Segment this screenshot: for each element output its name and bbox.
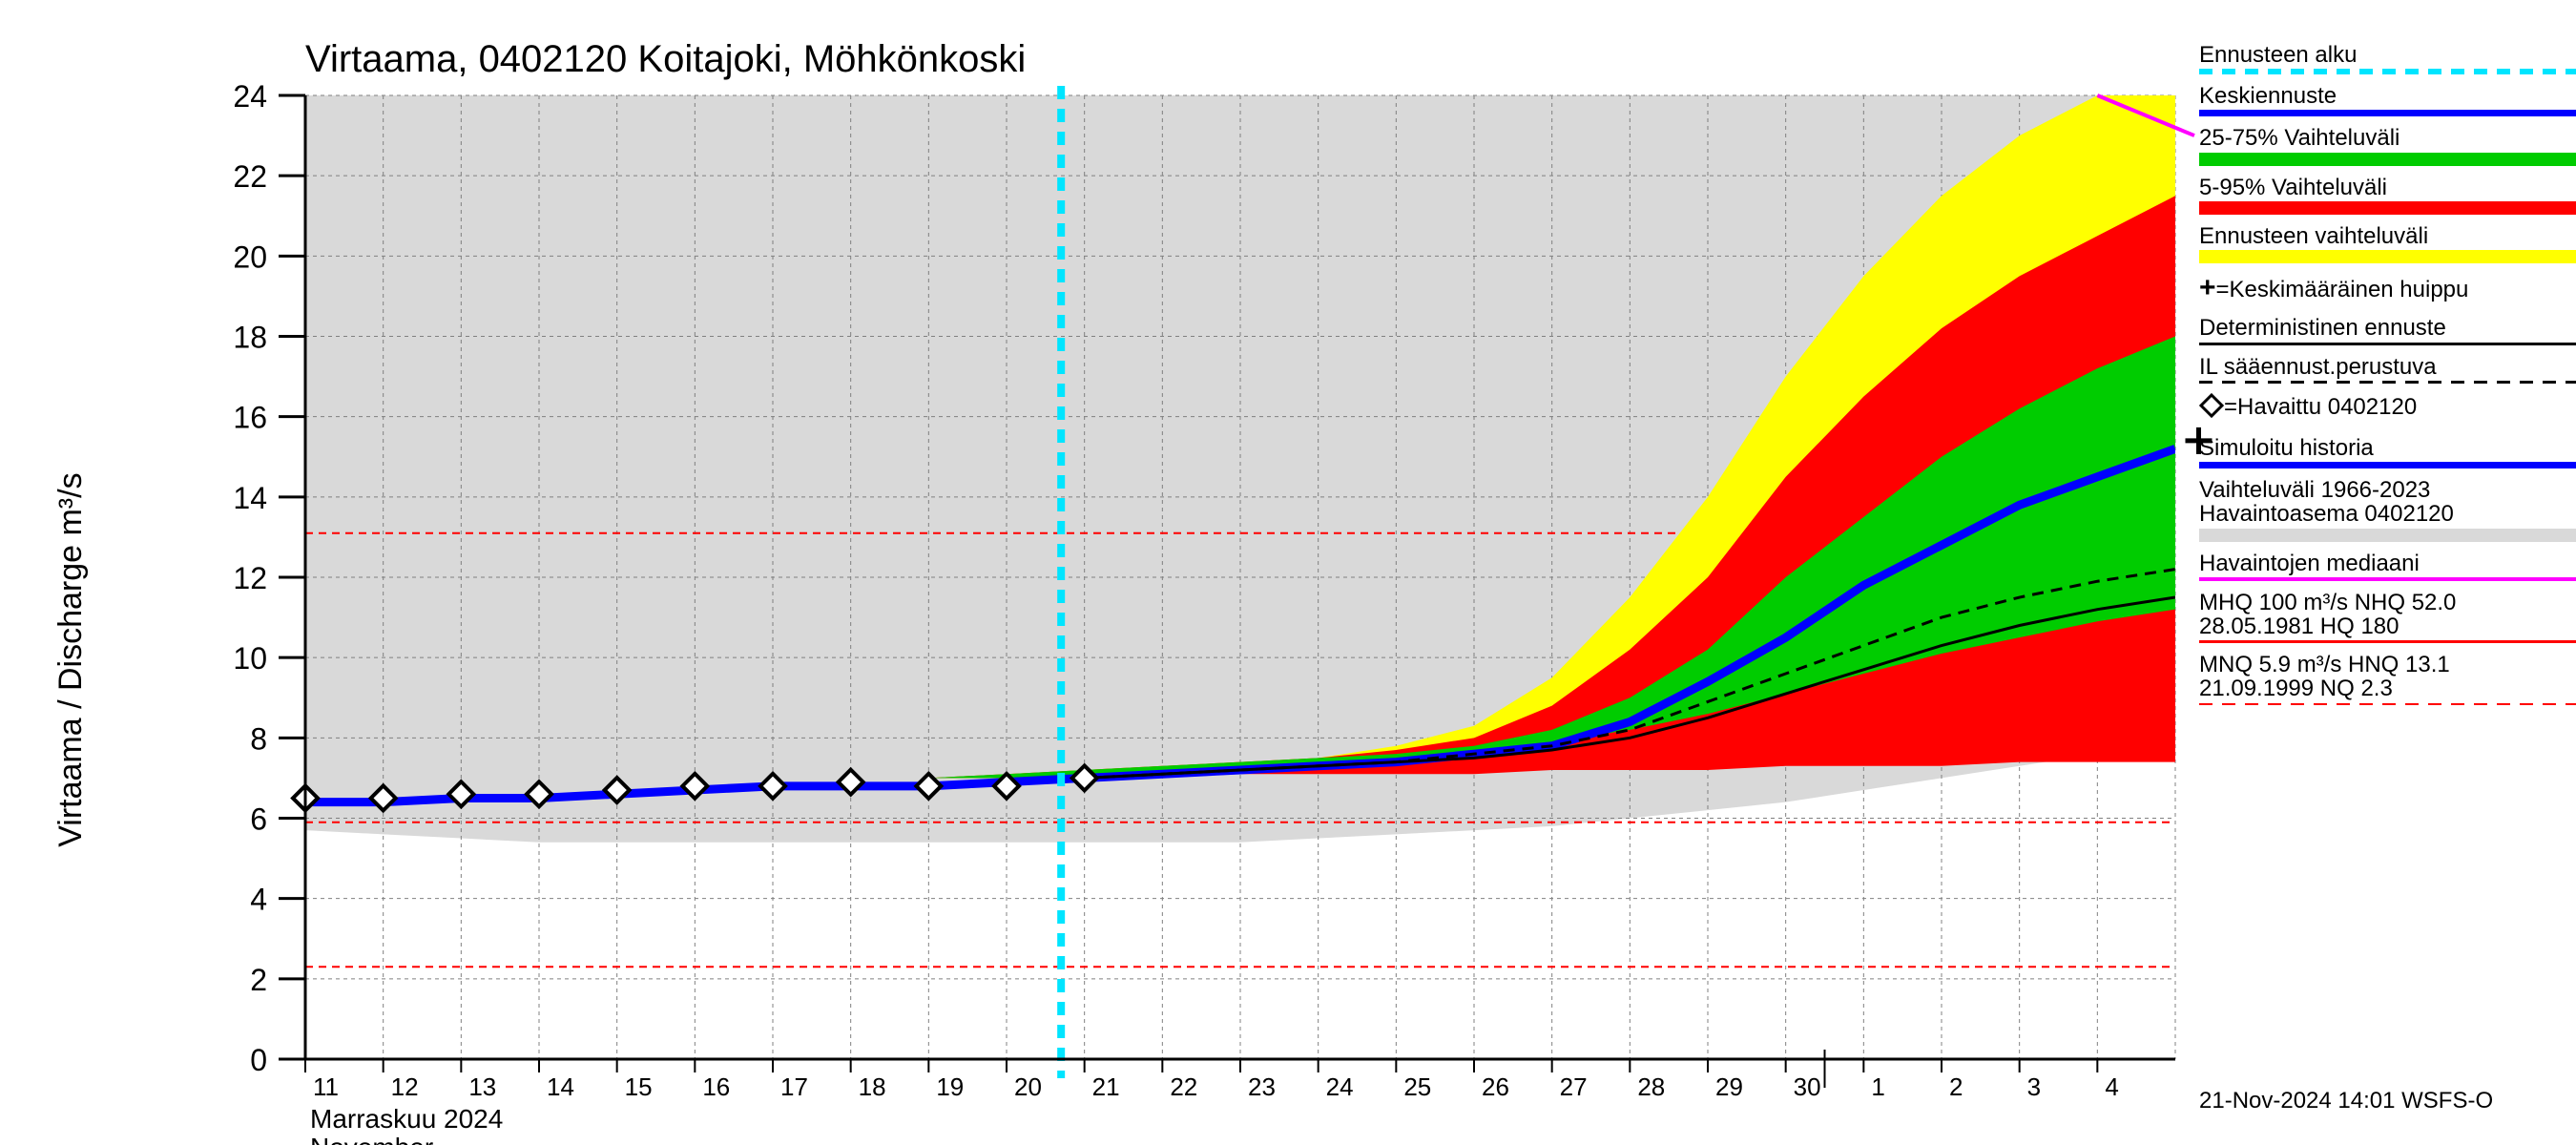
svg-text:2: 2 xyxy=(250,963,267,997)
svg-text:1: 1 xyxy=(1871,1072,1884,1101)
legend-label: Simuloitu historia xyxy=(2199,436,2576,460)
svg-text:26: 26 xyxy=(1482,1072,1509,1101)
svg-text:12: 12 xyxy=(391,1072,419,1101)
legend-item: MNQ 5.9 m³/s HNQ 13.121.09.1999 NQ 2.3 xyxy=(2199,653,2576,704)
legend-label: Havaintojen mediaani xyxy=(2199,552,2576,575)
svg-text:14: 14 xyxy=(547,1072,574,1101)
svg-text:3: 3 xyxy=(2027,1072,2041,1101)
legend-item: =Havaittu 0402120 xyxy=(2199,393,2576,432)
svg-text:November: November xyxy=(310,1133,433,1145)
svg-text:0: 0 xyxy=(250,1043,267,1077)
svg-text:17: 17 xyxy=(780,1072,808,1101)
legend-item: MHQ 100 m³/s NHQ 52.028.05.1981 HQ 180 xyxy=(2199,591,2576,643)
chart-title: Virtaama, 0402120 Koitajoki, Möhkönkoski xyxy=(305,38,1026,80)
svg-text:Virtaama / Discharge m³/s: Virtaama / Discharge m³/s xyxy=(52,472,89,846)
timestamp: 21-Nov-2024 14:01 WSFS-O xyxy=(2199,1088,2493,1114)
svg-text:25: 25 xyxy=(1403,1072,1431,1101)
svg-text:18: 18 xyxy=(859,1072,886,1101)
svg-text:18: 18 xyxy=(233,321,267,355)
legend-label: +=Keskimääräinen huippu xyxy=(2199,273,2576,303)
svg-text:22: 22 xyxy=(1170,1072,1197,1101)
svg-text:4: 4 xyxy=(2105,1072,2118,1101)
svg-text:15: 15 xyxy=(625,1072,653,1101)
legend-label: 5-95% Vaihteluväli xyxy=(2199,176,2576,199)
legend-label: Vaihteluväli 1966-2023 xyxy=(2199,478,2576,502)
svg-text:Marraskuu 2024: Marraskuu 2024 xyxy=(310,1104,503,1134)
legend-item: Ennusteen vaihteluväli xyxy=(2199,224,2576,263)
svg-text:19: 19 xyxy=(936,1072,964,1101)
legend-label: 25-75% Vaihteluväli xyxy=(2199,126,2576,150)
svg-text:24: 24 xyxy=(1326,1072,1354,1101)
legend: Ennusteen alku Keskiennuste 25-75% Vaihtel… xyxy=(2199,43,2576,715)
svg-text:6: 6 xyxy=(250,802,267,837)
legend-item: Havaintojen mediaani xyxy=(2199,552,2576,581)
svg-text:20: 20 xyxy=(233,239,267,274)
legend-item: Simuloitu historia xyxy=(2199,436,2576,468)
legend-item: Ennusteen alku xyxy=(2199,43,2576,74)
svg-text:22: 22 xyxy=(233,159,267,194)
legend-item: 5-95% Vaihteluväli xyxy=(2199,176,2576,215)
svg-text:28: 28 xyxy=(1637,1072,1665,1101)
svg-text:11: 11 xyxy=(313,1072,339,1101)
legend-item: Keskiennuste xyxy=(2199,84,2576,116)
svg-text:30: 30 xyxy=(1794,1072,1821,1101)
legend-item: IL sääennust.perustuva xyxy=(2199,355,2576,384)
legend-label: Ennusteen alku xyxy=(2199,43,2576,67)
legend-label: =Havaittu 0402120 xyxy=(2199,393,2576,423)
svg-text:27: 27 xyxy=(1560,1072,1588,1101)
legend-label: IL sääennust.perustuva xyxy=(2199,355,2576,379)
svg-text:10: 10 xyxy=(233,641,267,676)
svg-text:2: 2 xyxy=(1949,1072,1963,1101)
legend-label: MHQ 100 m³/s NHQ 52.0 xyxy=(2199,591,2576,614)
legend-item: Vaihteluväli 1966-2023 Havaintoasema 040… xyxy=(2199,478,2576,541)
svg-text:16: 16 xyxy=(233,401,267,435)
legend-label: MNQ 5.9 m³/s HNQ 13.1 xyxy=(2199,653,2576,677)
svg-text:4: 4 xyxy=(250,883,267,917)
legend-item: +=Keskimääräinen huippu xyxy=(2199,273,2576,313)
legend-label: Deterministinen ennuste xyxy=(2199,316,2576,340)
svg-text:13: 13 xyxy=(468,1072,496,1101)
svg-text:16: 16 xyxy=(702,1072,730,1101)
legend-item: Deterministinen ennuste xyxy=(2199,316,2576,344)
svg-text:12: 12 xyxy=(233,561,267,595)
svg-text:24: 24 xyxy=(233,79,267,114)
svg-text:23: 23 xyxy=(1248,1072,1276,1101)
legend-item: 25-75% Vaihteluväli xyxy=(2199,126,2576,165)
svg-text:29: 29 xyxy=(1715,1072,1743,1101)
svg-text:20: 20 xyxy=(1014,1072,1042,1101)
legend-label: Keskiennuste xyxy=(2199,84,2576,108)
legend-label: Ennusteen vaihteluväli xyxy=(2199,224,2576,248)
svg-text:8: 8 xyxy=(250,721,267,756)
svg-text:21: 21 xyxy=(1092,1072,1120,1101)
svg-text:14: 14 xyxy=(233,481,267,515)
discharge-forecast-chart: 0246810121416182022241112131415161718192… xyxy=(0,0,2576,1145)
